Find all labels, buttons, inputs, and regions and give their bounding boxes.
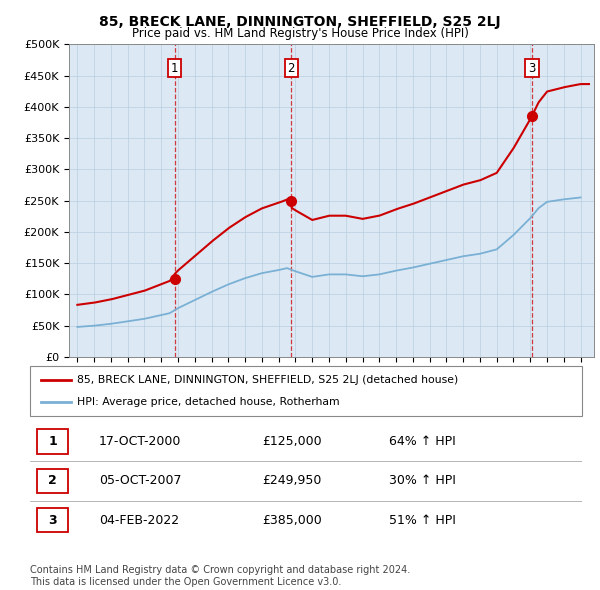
Text: 1: 1: [48, 435, 57, 448]
Text: 17-OCT-2000: 17-OCT-2000: [99, 435, 181, 448]
Text: £249,950: £249,950: [262, 474, 321, 487]
FancyBboxPatch shape: [37, 508, 68, 532]
FancyBboxPatch shape: [37, 430, 68, 454]
Text: Contains HM Land Registry data © Crown copyright and database right 2024.
This d: Contains HM Land Registry data © Crown c…: [30, 565, 410, 587]
FancyBboxPatch shape: [37, 468, 68, 493]
Text: £385,000: £385,000: [262, 514, 322, 527]
Text: 2: 2: [287, 61, 295, 74]
Text: 1: 1: [171, 61, 178, 74]
Text: 85, BRECK LANE, DINNINGTON, SHEFFIELD, S25 2LJ: 85, BRECK LANE, DINNINGTON, SHEFFIELD, S…: [99, 15, 501, 29]
Text: 3: 3: [528, 61, 536, 74]
Text: 51% ↑ HPI: 51% ↑ HPI: [389, 514, 455, 527]
Text: 30% ↑ HPI: 30% ↑ HPI: [389, 474, 455, 487]
Text: HPI: Average price, detached house, Rotherham: HPI: Average price, detached house, Roth…: [77, 397, 340, 407]
Text: Price paid vs. HM Land Registry's House Price Index (HPI): Price paid vs. HM Land Registry's House …: [131, 27, 469, 40]
Text: 3: 3: [49, 514, 57, 527]
FancyBboxPatch shape: [30, 366, 582, 416]
Text: 2: 2: [48, 474, 57, 487]
Text: 85, BRECK LANE, DINNINGTON, SHEFFIELD, S25 2LJ (detached house): 85, BRECK LANE, DINNINGTON, SHEFFIELD, S…: [77, 375, 458, 385]
Text: £125,000: £125,000: [262, 435, 322, 448]
Text: 04-FEB-2022: 04-FEB-2022: [99, 514, 179, 527]
Text: 64% ↑ HPI: 64% ↑ HPI: [389, 435, 455, 448]
Text: 05-OCT-2007: 05-OCT-2007: [99, 474, 182, 487]
